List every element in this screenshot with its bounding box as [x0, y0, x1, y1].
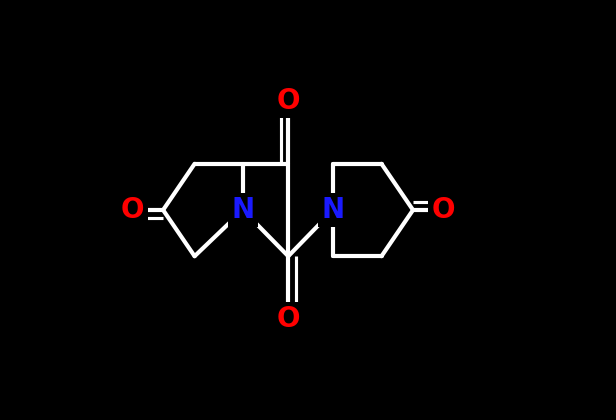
- Text: N: N: [232, 196, 254, 224]
- Text: N: N: [322, 196, 345, 224]
- Text: O: O: [277, 305, 300, 333]
- Text: O: O: [431, 196, 455, 224]
- Text: O: O: [121, 196, 145, 224]
- Text: O: O: [277, 87, 300, 115]
